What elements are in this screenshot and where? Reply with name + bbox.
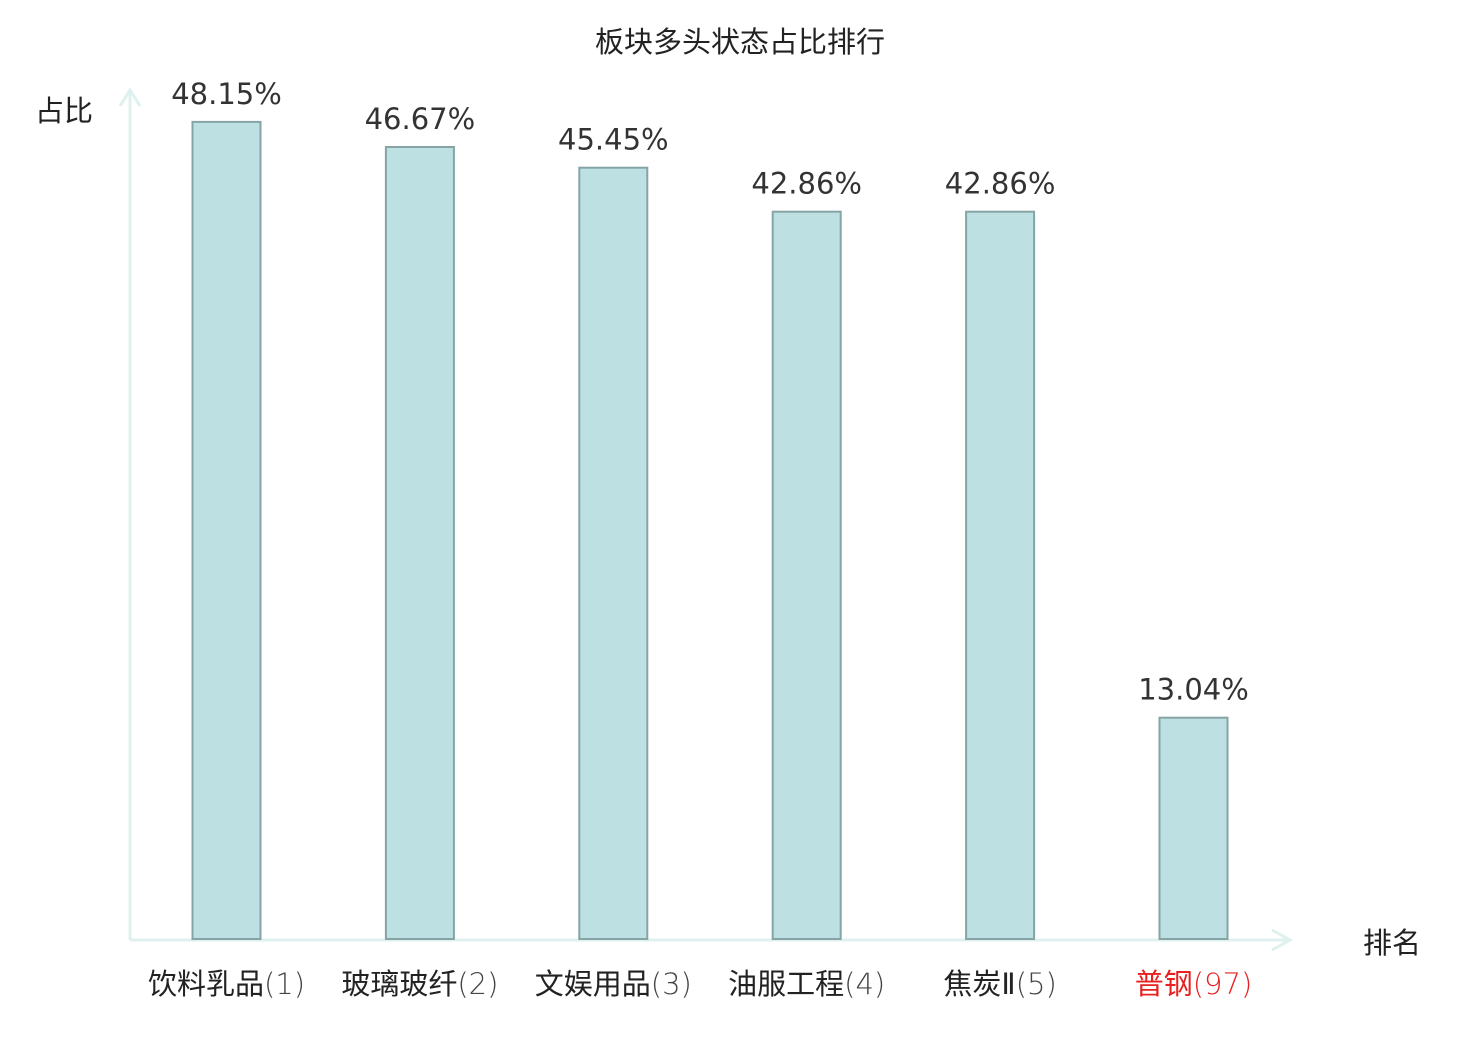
value-label-4: 42.86% <box>751 167 862 201</box>
category-name-3: 文娱用品 <box>535 967 651 1001</box>
x-axis-arrow <box>1271 928 1294 952</box>
category-rank-2: (2) <box>457 967 498 1001</box>
y-axis-label: 占比 <box>35 94 93 128</box>
bar-6 <box>1158 716 1229 941</box>
bars-group <box>191 120 1229 941</box>
category-name-6: 普钢 <box>1135 967 1193 1001</box>
bar-2 <box>384 146 455 940</box>
category-label-5: 焦炭Ⅱ(5) <box>943 967 1056 1001</box>
value-label-3: 45.45% <box>558 123 669 157</box>
category-rank-6: (97) <box>1193 967 1253 1001</box>
chart-title: 板块多头状态占比排行 <box>595 25 885 59</box>
category-labels-group: 饮料乳品(1) 玻璃玻纤(2) 文娱用品(3) 油服工程(4) 焦炭Ⅱ(5) 普钢(97) <box>148 967 1252 1001</box>
x-axis-label: 排名 <box>1363 926 1421 960</box>
category-label-1: 饮料乳品(1) <box>148 967 305 1001</box>
category-rank-3: (3) <box>651 967 692 1001</box>
value-label-2: 46.67% <box>365 102 476 136</box>
bar-5 <box>965 210 1036 940</box>
bar-1 <box>191 120 262 940</box>
value-label-5: 42.86% <box>945 167 1056 201</box>
category-label-4: 油服工程(4) <box>728 967 885 1001</box>
value-label-1: 48.15% <box>171 77 282 111</box>
category-name-5: 焦炭Ⅱ <box>943 967 1015 1001</box>
category-name-4: 油服工程 <box>728 967 844 1001</box>
category-name-1: 饮料乳品 <box>148 967 264 1001</box>
category-rank-5: (5) <box>1016 967 1057 1001</box>
category-label-2: 玻璃玻纤(2) <box>341 967 498 1001</box>
category-name-2: 玻璃玻纤 <box>341 967 457 1001</box>
value-labels-group: 48.15% 46.67% 45.45% 42.86% 42.86% 13.04% <box>171 77 1249 707</box>
category-rank-4: (4) <box>844 967 885 1001</box>
category-label-3: 文娱用品(3) <box>535 967 692 1001</box>
category-label-6: 普钢(97) <box>1135 967 1253 1001</box>
category-rank-1: (1) <box>264 967 305 1001</box>
bar-3 <box>578 166 649 940</box>
y-axis-arrow <box>118 87 142 107</box>
axes <box>118 87 1294 952</box>
value-label-6: 13.04% <box>1138 673 1249 707</box>
bar-4 <box>771 210 842 940</box>
